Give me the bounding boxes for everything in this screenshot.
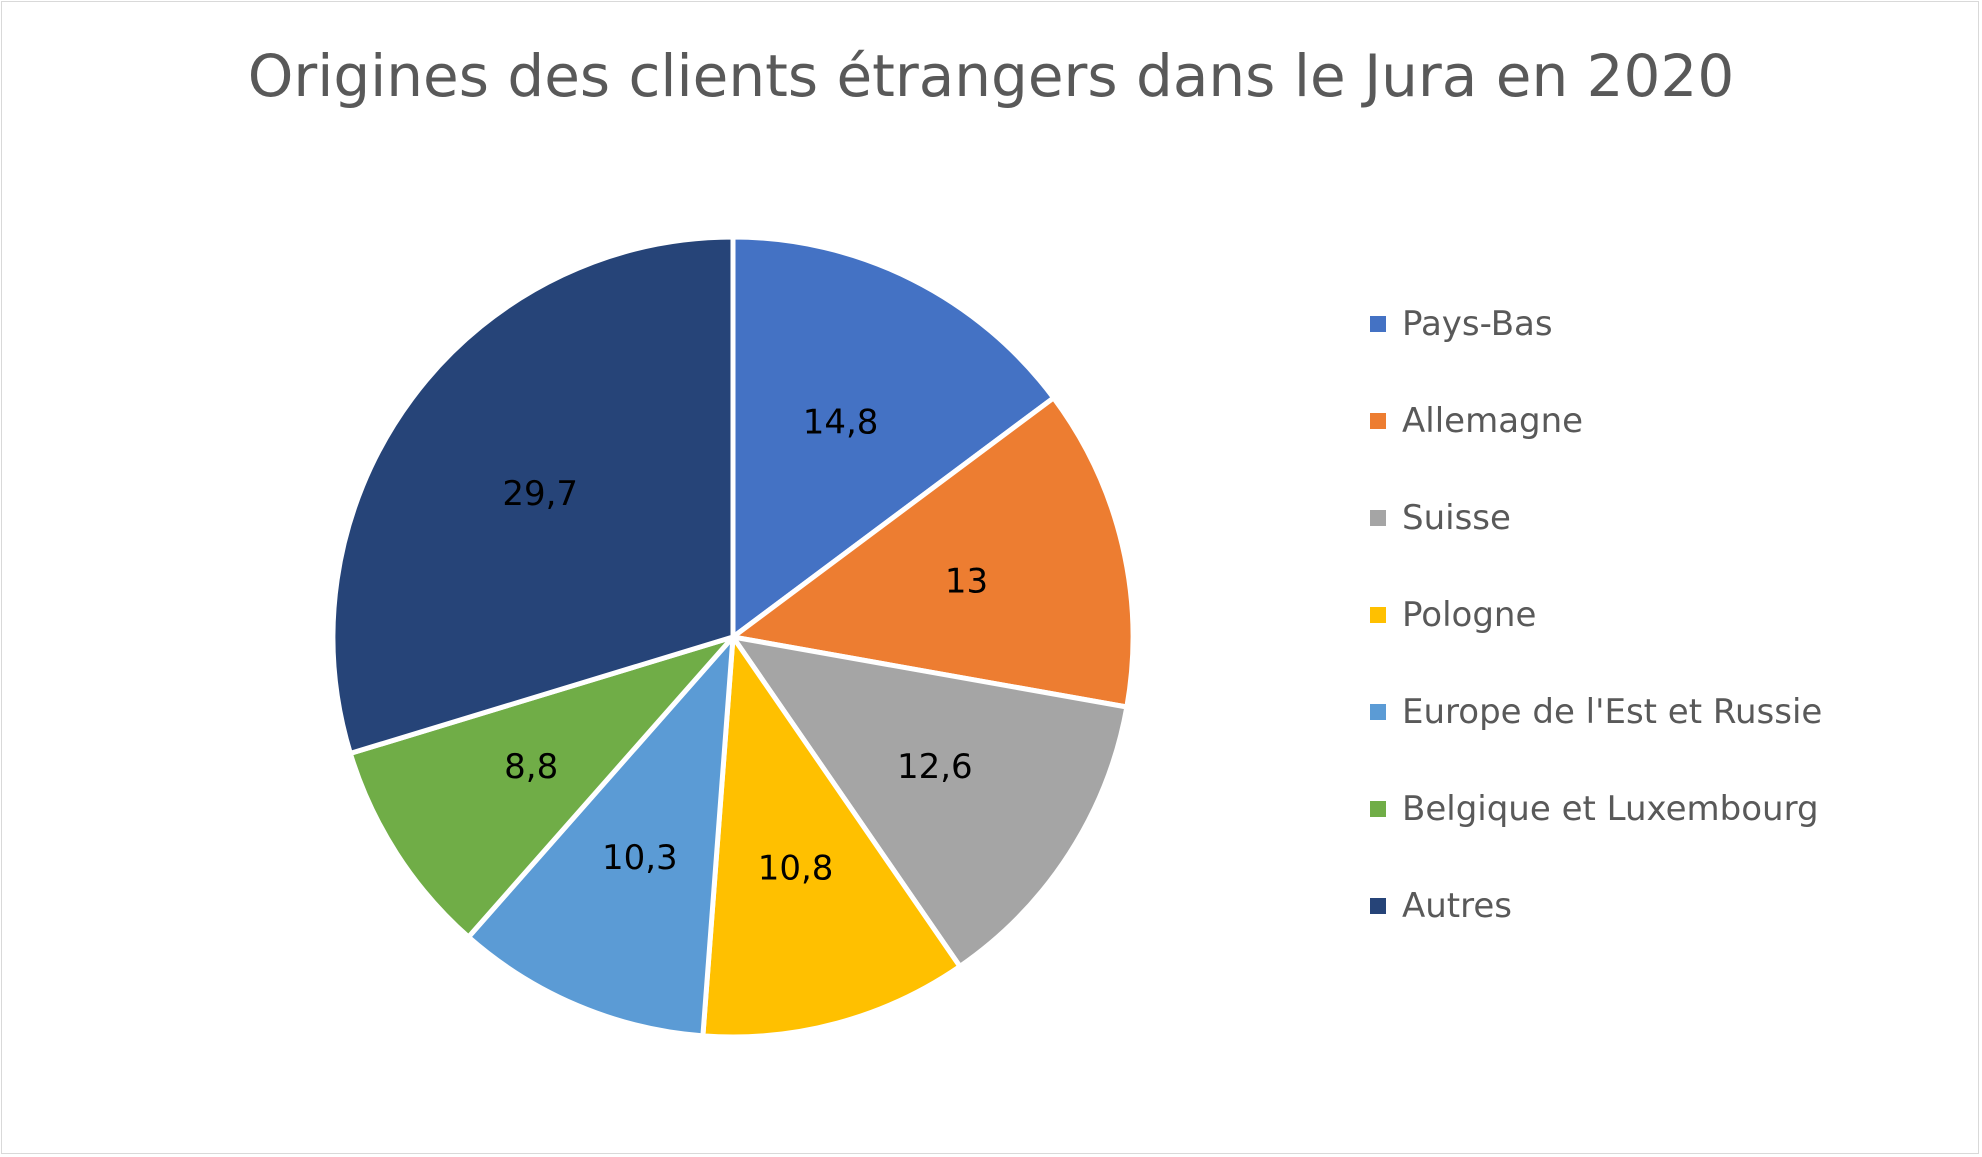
- legend-label: Suisse: [1402, 498, 1511, 538]
- legend-swatch: [1370, 607, 1386, 623]
- legend-label: Belgique et Luxembourg: [1402, 789, 1819, 829]
- legend-label: Autres: [1402, 886, 1513, 926]
- legend-swatch: [1370, 510, 1386, 526]
- pie-slice-pologne: [700, 634, 963, 1040]
- legend-label: Allemagne: [1402, 401, 1584, 441]
- pie-slice-europe-de-l-est-et-russie: [465, 634, 736, 1039]
- legend-swatch: [1370, 898, 1386, 914]
- legend-swatch: [1370, 316, 1386, 332]
- pie-slice-belgique-et-luxembourg: [347, 634, 736, 940]
- data-label-belgique-et-luxembourg: 8,8: [504, 747, 558, 787]
- pie-slice-pays-bas: [730, 234, 1057, 640]
- legend-label: Pologne: [1402, 595, 1537, 635]
- data-label-allemagne: 13: [945, 562, 988, 602]
- legend-label: Europe de l'Est et Russie: [1402, 692, 1823, 732]
- data-label-suisse: 12,6: [897, 747, 973, 787]
- legend-swatch: [1370, 413, 1386, 429]
- pie-slice-autres: [330, 234, 736, 756]
- pie-slice-allemagne: [730, 395, 1136, 710]
- pie-slices: [330, 234, 1136, 1040]
- pie-slice-suisse: [730, 634, 1130, 969]
- chart-title: Origines des clients étrangers dans le J…: [247, 42, 1735, 110]
- data-label-autres: 29,7: [502, 474, 578, 514]
- legend-swatch: [1370, 801, 1386, 817]
- pie-data-labels: 14,8 13 12,6 10,8 10,3 8,8 29,7: [502, 403, 988, 889]
- data-label-pays-bas: 14,8: [803, 403, 879, 443]
- legend-label: Pays-Bas: [1402, 304, 1553, 344]
- legend-swatch: [1370, 704, 1386, 720]
- data-label-europe-de-l-est-et-russie: 10,3: [602, 838, 678, 878]
- data-label-pologne: 10,8: [758, 849, 834, 889]
